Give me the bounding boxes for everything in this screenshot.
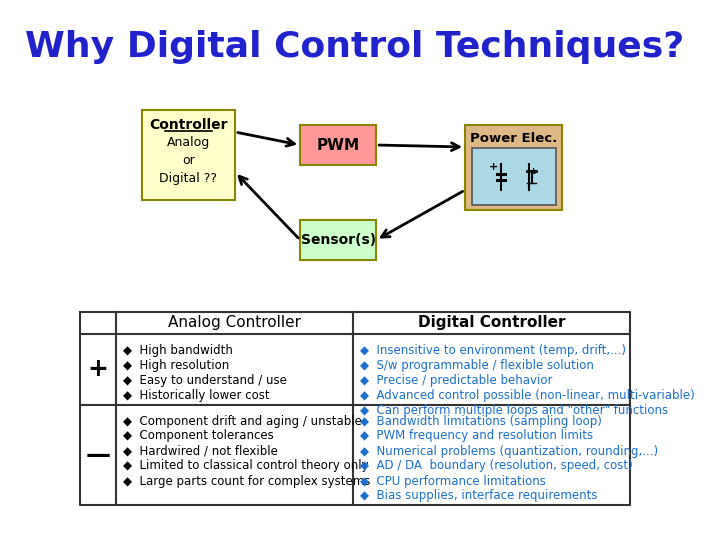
Text: ◆  Advanced control possible (non-linear, multi-variable): ◆ Advanced control possible (non-linear,… [360, 389, 695, 402]
FancyBboxPatch shape [465, 125, 562, 210]
Text: ◆  PWM frequency and resolution limits: ◆ PWM frequency and resolution limits [360, 429, 593, 442]
Text: Analog
or
Digital ??: Analog or Digital ?? [160, 136, 217, 185]
Text: +: + [88, 357, 109, 381]
Text: Analog Controller: Analog Controller [168, 315, 301, 330]
Text: ◆  Component drift and aging / unstable: ◆ Component drift and aging / unstable [122, 415, 361, 428]
Text: ◆  Limited to classical control theory only: ◆ Limited to classical control theory on… [122, 460, 368, 472]
Text: ◆  Historically lower cost: ◆ Historically lower cost [122, 389, 269, 402]
Text: ◆  Large parts count for complex systems: ◆ Large parts count for complex systems [122, 475, 370, 488]
FancyBboxPatch shape [300, 220, 377, 260]
Text: Controller: Controller [149, 118, 228, 132]
Text: —: — [86, 443, 111, 467]
Text: ◆  AD / DA  boundary (resolution, speed, cost): ◆ AD / DA boundary (resolution, speed, c… [360, 460, 633, 472]
Text: ◆  Precise / predictable behavior: ◆ Precise / predictable behavior [360, 374, 553, 387]
Text: ◆  High resolution: ◆ High resolution [122, 359, 229, 372]
Text: ◆  Insensitive to environment (temp, drift,...): ◆ Insensitive to environment (temp, drif… [360, 344, 626, 357]
Text: ◆  Bandwidth limitations (sampling loop): ◆ Bandwidth limitations (sampling loop) [360, 415, 602, 428]
Text: ◆  S/w programmable / flexible solution: ◆ S/w programmable / flexible solution [360, 359, 594, 372]
Text: Power Elec.: Power Elec. [470, 132, 557, 145]
FancyBboxPatch shape [472, 148, 556, 205]
Text: ◆  Component tolerances: ◆ Component tolerances [122, 429, 274, 442]
Text: PWM: PWM [317, 138, 360, 152]
Text: ◆  Numerical problems (quantization, rounding,...): ◆ Numerical problems (quantization, roun… [360, 444, 658, 457]
Text: ◆  Easy to understand / use: ◆ Easy to understand / use [122, 374, 287, 387]
FancyBboxPatch shape [300, 125, 377, 165]
Text: ◆  Can perform multiple loops and "other" functions: ◆ Can perform multiple loops and "other"… [360, 404, 668, 417]
Text: ◆  CPU performance limitations: ◆ CPU performance limitations [360, 475, 546, 488]
Text: ◆  Hardwired / not flexible: ◆ Hardwired / not flexible [122, 444, 277, 457]
Text: ◆  High bandwidth: ◆ High bandwidth [122, 344, 233, 357]
Text: ◆  Bias supplies, interface requirements: ◆ Bias supplies, interface requirements [360, 489, 598, 503]
Text: Why Digital Control Techniques?: Why Digital Control Techniques? [25, 30, 685, 64]
Text: Digital Controller: Digital Controller [418, 315, 565, 330]
Text: +: + [489, 163, 498, 172]
FancyBboxPatch shape [142, 110, 235, 200]
Text: Sensor(s): Sensor(s) [301, 233, 376, 247]
